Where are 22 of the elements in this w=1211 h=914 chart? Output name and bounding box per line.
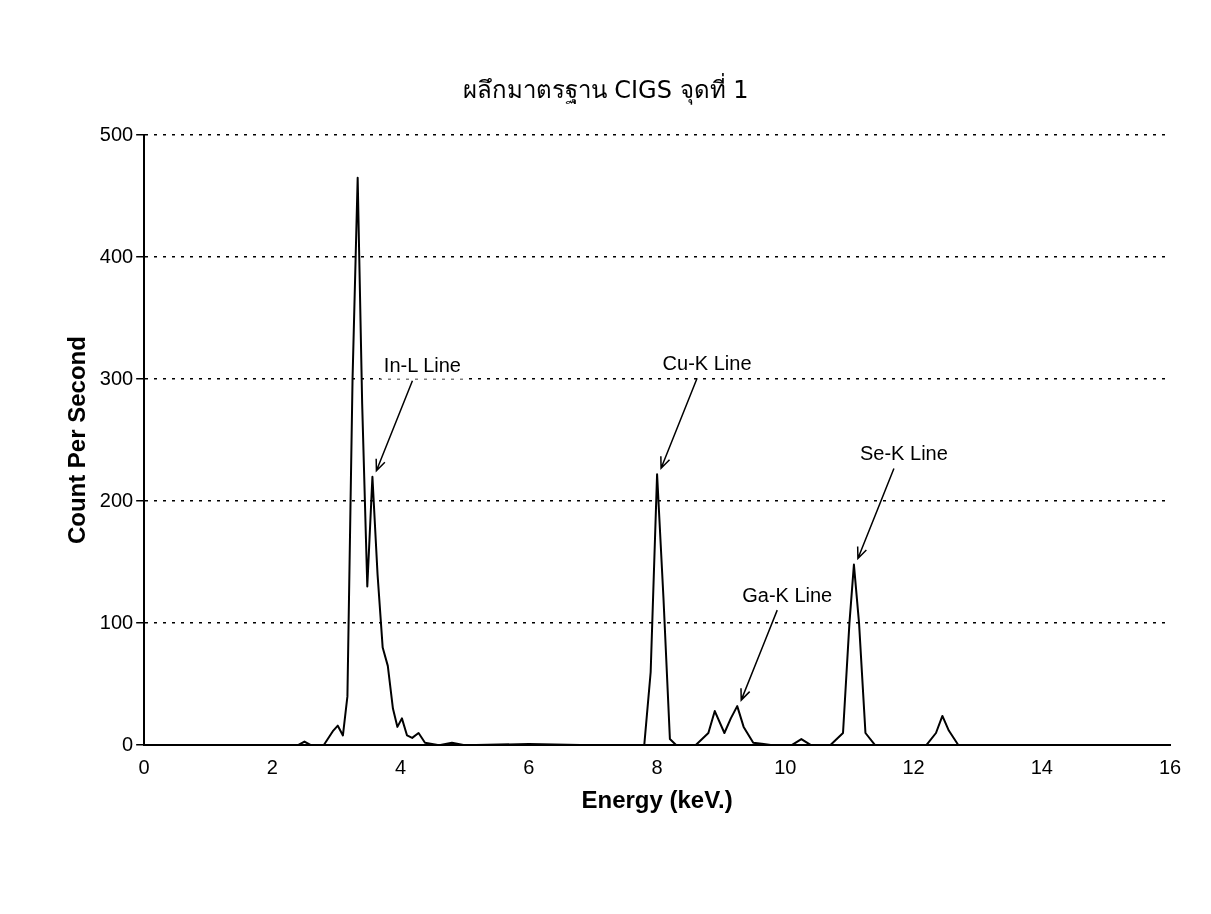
annotation: Cu-K Line [662, 351, 752, 374]
annotation: Se-K Line [859, 442, 948, 465]
x-tick-label: 6 [523, 755, 535, 778]
annotation: In-L Line [383, 354, 461, 377]
y-tick-label: 400 [99, 244, 134, 267]
annotation: Ga-K Line [742, 583, 833, 606]
x-axis-title: Energy (keV.) [581, 786, 733, 814]
x-tick-label: 2 [266, 755, 278, 778]
y-tick-label: 200 [99, 488, 134, 511]
x-tick-label: 10 [774, 755, 797, 778]
chart-title: ผลึกมาตรฐาน CIGS จุดที่ 1 [461, 72, 750, 107]
x-tick-label: 4 [395, 755, 407, 778]
y-axis-title: Count Per Second [63, 336, 91, 545]
y-tick-label: 500 [99, 122, 134, 145]
x-tick-label: 8 [651, 755, 663, 778]
y-tick-label: 100 [99, 610, 134, 633]
x-tick-label: 16 [1158, 755, 1182, 778]
y-tick-label: 0 [122, 732, 134, 755]
y-tick-label: 300 [99, 366, 134, 389]
x-tick-label: 14 [1030, 755, 1053, 778]
x-tick-label: 0 [138, 755, 150, 778]
x-tick-label: 12 [902, 755, 925, 778]
